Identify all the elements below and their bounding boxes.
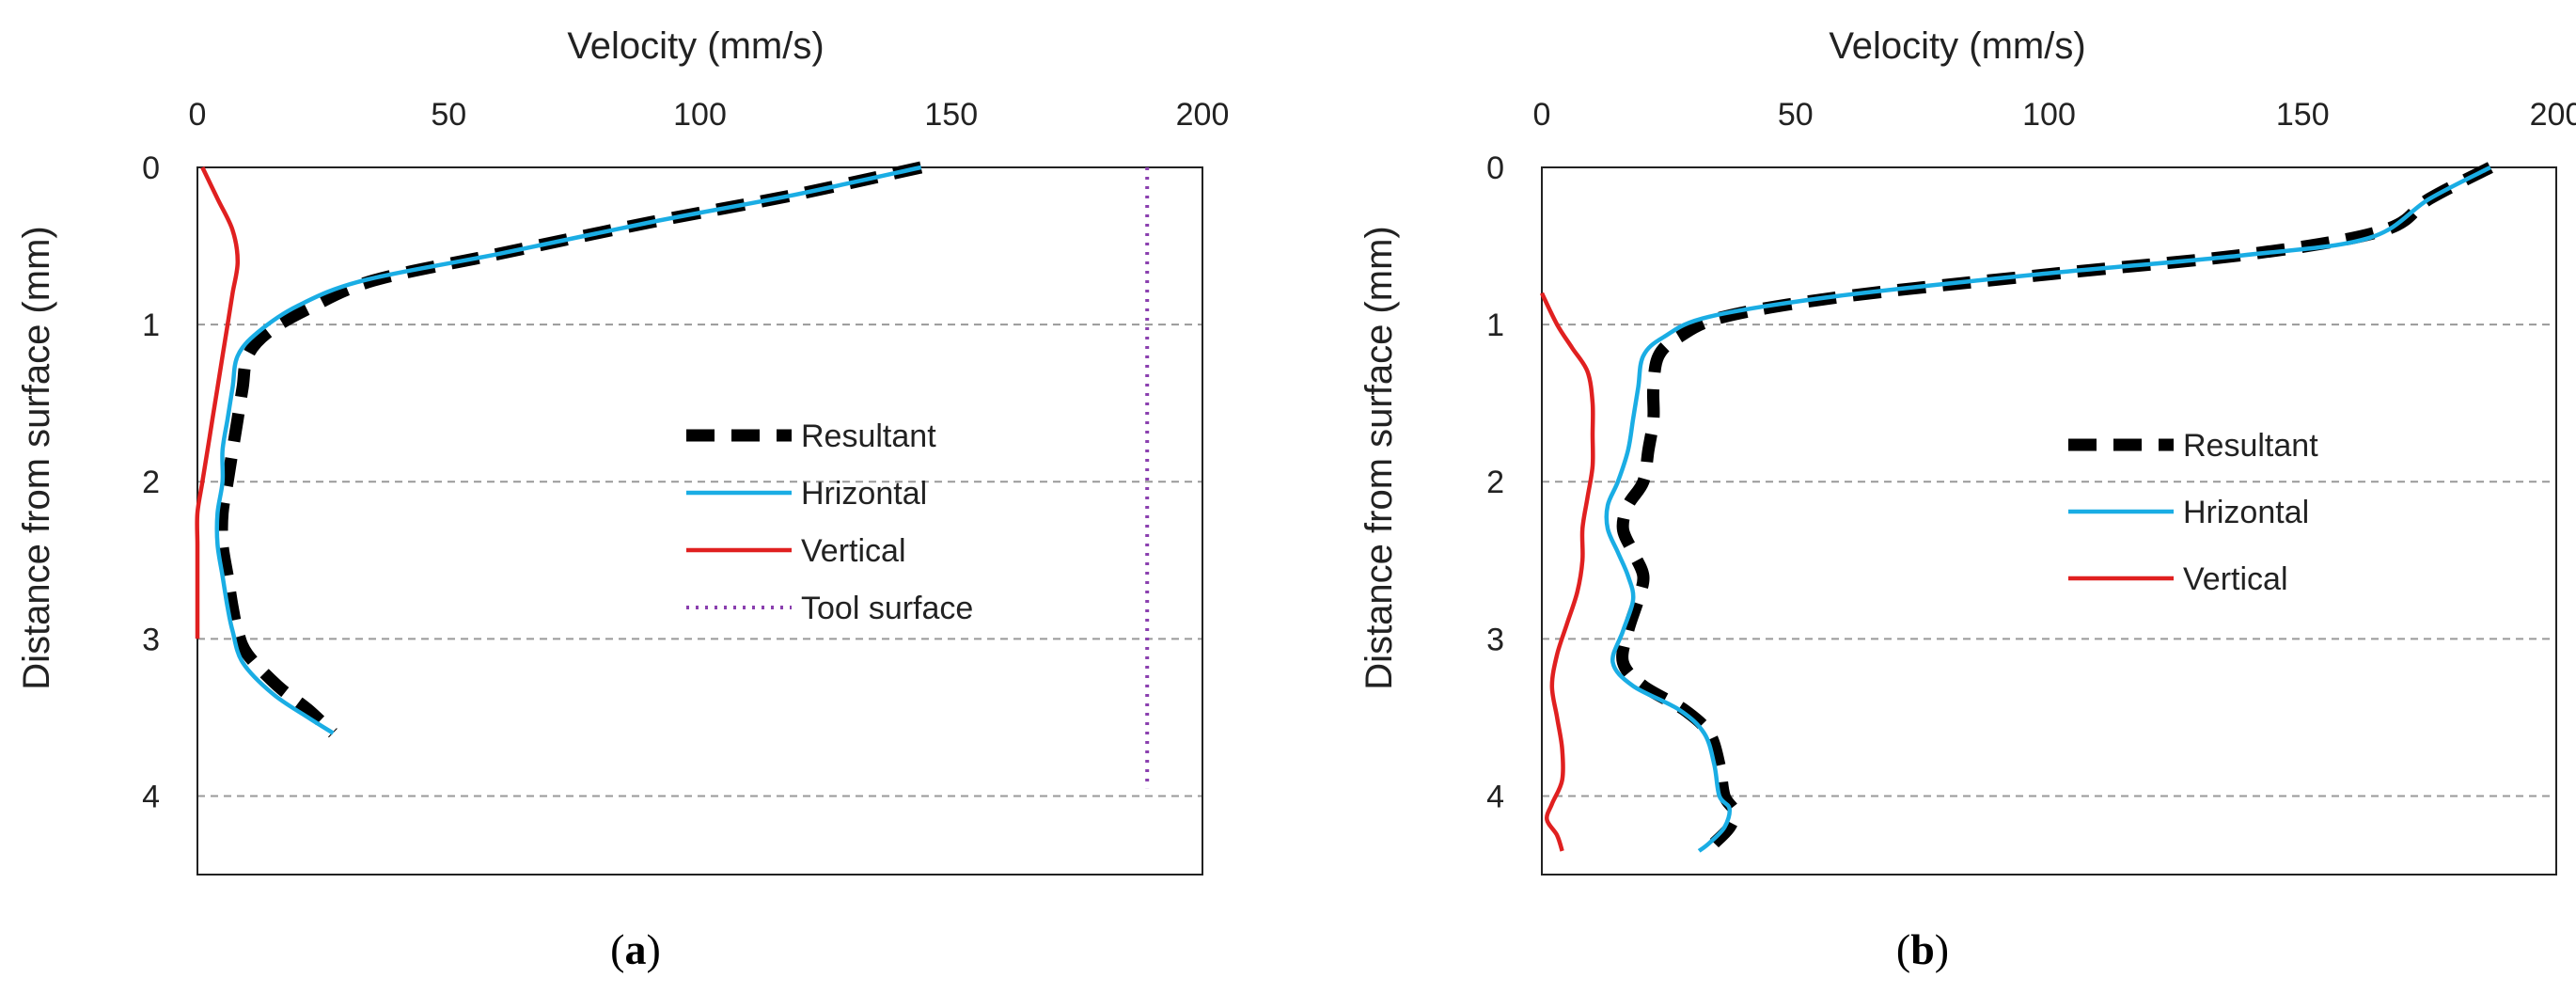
x-ticks-b: 0 50 100 150 200 xyxy=(1533,97,2576,133)
x-tick-label-b: 0 xyxy=(1533,97,1551,133)
legend-label-tool-surface-a: Tool surface xyxy=(801,591,973,626)
panel-caption-b: (b) xyxy=(1896,925,1949,973)
x-tick-label-a: 50 xyxy=(431,97,466,133)
x-tick-label-b: 100 xyxy=(2022,97,2076,133)
series-line-hrizontal-b xyxy=(1604,166,2491,853)
series-line-hrizontal-a xyxy=(214,165,922,735)
series-layer-b xyxy=(1539,162,2493,853)
series-line-resultant-a xyxy=(215,161,923,738)
legend-a: Resultant Hrizontal Vertical Tool surface xyxy=(686,418,973,626)
y-tick-label-a: 0 xyxy=(142,150,160,186)
x-axis-title-a: Velocity (mm/s) xyxy=(567,25,824,67)
series-line-vertical-b xyxy=(1539,292,1595,852)
svg-text:(b): (b) xyxy=(1896,925,1949,973)
legend-b: Resultant Hrizontal Vertical xyxy=(2068,428,2318,597)
y-tick-label-a: 2 xyxy=(142,465,160,500)
y-ticks-b: 0 1 2 3 4 xyxy=(1486,150,1504,814)
x-tick-label-b: 200 xyxy=(2530,97,2576,133)
y-tick-label-b: 0 xyxy=(1486,150,1504,186)
y-tick-label-b: 2 xyxy=(1486,465,1504,500)
legend-label-vertical-b: Vertical xyxy=(2183,561,2288,597)
series-layer-a xyxy=(195,161,1150,789)
legend-label-resultant-b: Resultant xyxy=(2183,428,2318,464)
x-tick-label-a: 150 xyxy=(924,97,978,133)
panel-label-b: b xyxy=(1910,925,1935,973)
plot-area-a xyxy=(196,166,1203,876)
legend-label-vertical-a: Vertical xyxy=(801,533,906,569)
series-line-resultant-b xyxy=(1616,162,2493,848)
x-tick-label-a: 0 xyxy=(189,97,207,133)
series-line-vertical-a xyxy=(195,166,241,639)
x-tick-label-a: 100 xyxy=(673,97,727,133)
x-tick-label-a: 200 xyxy=(1176,97,1230,133)
chart-panel-b: Velocity (mm/s) Distance from surface (m… xyxy=(1359,25,2576,973)
panel-label-a: a xyxy=(625,925,647,973)
x-axis-title-b: Velocity (mm/s) xyxy=(1829,25,2085,67)
grid-lines-b xyxy=(1542,323,2556,797)
y-tick-label-b: 4 xyxy=(1486,779,1504,814)
y-ticks-a: 0 1 2 3 4 xyxy=(142,150,160,814)
x-tick-label-b: 50 xyxy=(1778,97,1814,133)
panel-caption-a: (a) xyxy=(610,925,661,973)
y-tick-label-a: 1 xyxy=(142,308,160,343)
legend-label-hrizontal-b: Hrizontal xyxy=(2183,495,2309,530)
chart-panel-a: Velocity (mm/s) Distance from surface (m… xyxy=(16,25,1229,973)
x-tick-label-b: 150 xyxy=(2276,97,2330,133)
legend-label-resultant-a: Resultant xyxy=(801,418,936,454)
legend-label-hrizontal-a: Hrizontal xyxy=(801,476,927,512)
y-axis-title-b: Distance from surface (mm) xyxy=(1359,226,1400,689)
y-axis-title-a: Distance from surface (mm) xyxy=(16,226,57,689)
x-ticks-a: 0 50 100 150 200 xyxy=(189,97,1230,133)
y-tick-label-b: 1 xyxy=(1486,308,1504,343)
svg-text:(a): (a) xyxy=(610,925,661,973)
y-tick-label-a: 3 xyxy=(142,622,160,657)
y-tick-label-b: 3 xyxy=(1486,622,1504,657)
plot-area-b xyxy=(1541,166,2557,876)
grid-lines-a xyxy=(197,323,1202,797)
y-tick-label-a: 4 xyxy=(142,779,160,814)
